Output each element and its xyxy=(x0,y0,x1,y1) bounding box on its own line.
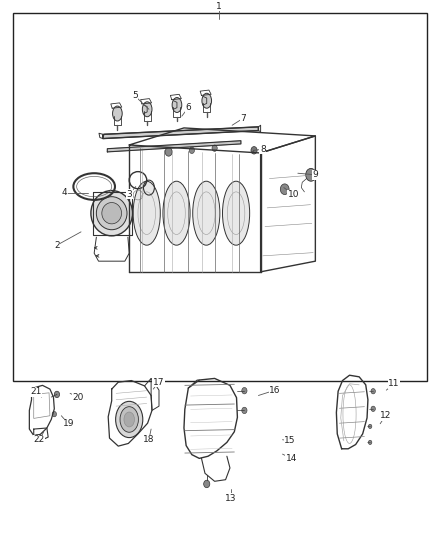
Circle shape xyxy=(212,145,217,151)
Circle shape xyxy=(368,424,372,429)
Ellipse shape xyxy=(202,93,212,108)
Polygon shape xyxy=(103,127,258,139)
Circle shape xyxy=(306,168,316,181)
Text: 2: 2 xyxy=(54,241,60,249)
Ellipse shape xyxy=(163,181,190,245)
Ellipse shape xyxy=(193,181,220,245)
Circle shape xyxy=(251,147,257,154)
Text: 18: 18 xyxy=(143,435,155,444)
Circle shape xyxy=(54,391,60,398)
Circle shape xyxy=(371,406,375,411)
Text: 17: 17 xyxy=(153,378,164,386)
Circle shape xyxy=(35,435,39,440)
Text: 6: 6 xyxy=(185,103,191,112)
Text: 8: 8 xyxy=(260,145,266,154)
Ellipse shape xyxy=(133,181,160,245)
Ellipse shape xyxy=(172,98,182,112)
Text: 20: 20 xyxy=(72,393,84,401)
Text: 14: 14 xyxy=(286,454,297,463)
Ellipse shape xyxy=(96,197,127,230)
Ellipse shape xyxy=(91,191,132,236)
Circle shape xyxy=(242,387,247,394)
Text: 19: 19 xyxy=(63,419,74,428)
Circle shape xyxy=(242,407,247,414)
Text: 10: 10 xyxy=(288,190,299,199)
Circle shape xyxy=(280,184,289,195)
Circle shape xyxy=(189,147,194,154)
Ellipse shape xyxy=(124,412,134,427)
Bar xyxy=(13,13,427,381)
Text: 7: 7 xyxy=(240,114,246,123)
Ellipse shape xyxy=(223,181,250,245)
Polygon shape xyxy=(107,141,241,152)
Ellipse shape xyxy=(113,106,122,121)
Ellipse shape xyxy=(102,203,121,224)
Circle shape xyxy=(52,411,57,417)
Text: 16: 16 xyxy=(269,386,281,394)
Ellipse shape xyxy=(116,401,143,438)
Ellipse shape xyxy=(120,407,138,432)
Text: 3: 3 xyxy=(126,190,132,198)
Ellipse shape xyxy=(142,102,152,117)
Text: 1: 1 xyxy=(216,2,222,11)
Circle shape xyxy=(371,389,375,394)
Text: 21: 21 xyxy=(30,387,42,396)
Text: 12: 12 xyxy=(380,411,391,420)
Circle shape xyxy=(204,480,210,488)
Circle shape xyxy=(368,440,372,445)
Text: 5: 5 xyxy=(132,92,138,100)
Text: 13: 13 xyxy=(225,494,237,503)
Text: 15: 15 xyxy=(284,437,296,445)
Text: 9: 9 xyxy=(312,171,318,179)
Text: 11: 11 xyxy=(389,379,400,388)
Text: 22: 22 xyxy=(34,435,45,444)
Text: 4: 4 xyxy=(62,189,67,197)
Circle shape xyxy=(165,148,172,156)
